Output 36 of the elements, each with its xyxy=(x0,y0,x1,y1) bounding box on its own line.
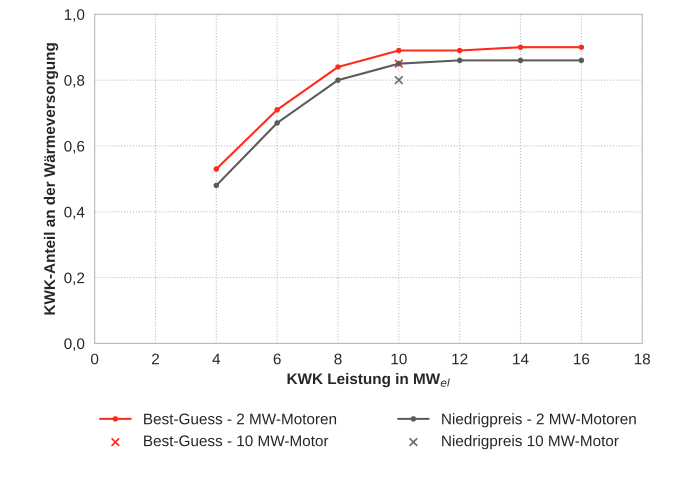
point xyxy=(518,58,524,64)
x-tick-label: 18 xyxy=(634,354,650,364)
point xyxy=(396,48,402,54)
x-tick-label: 8 xyxy=(334,354,342,364)
y-axis-title: KWK-Anteil an der Wärmeversorgung xyxy=(44,43,58,315)
x-tick-label: 14 xyxy=(513,354,529,364)
y-tick-label: 0,2 xyxy=(64,272,84,286)
point xyxy=(214,182,220,188)
y-tick-label: 0,0 xyxy=(64,338,84,351)
point xyxy=(456,48,462,54)
legend-label: Niedrigpreis - 2 MW-Motoren xyxy=(442,413,636,428)
y-tick-label: 1,0 xyxy=(64,9,84,22)
x-tick-label: 2 xyxy=(152,354,159,364)
point xyxy=(518,44,524,50)
point xyxy=(274,120,280,126)
x-axis-title: KWK Leistung in MW$_{el}$ xyxy=(288,372,450,388)
point xyxy=(335,64,341,70)
x-tick-label: 4 xyxy=(212,354,220,364)
legend-label: Best-Guess - 2 MW-Motoren xyxy=(144,414,336,424)
x-tick-label: 0 xyxy=(90,354,98,364)
point xyxy=(578,58,584,64)
point xyxy=(335,77,341,83)
x-tick-label: 16 xyxy=(574,354,590,364)
legend-label: Niedrigpreis 10 MW-Motor xyxy=(442,435,619,450)
point xyxy=(274,106,280,113)
point xyxy=(456,58,462,64)
x-tick-label: 10 xyxy=(392,354,407,364)
y-tick-label: 0,6 xyxy=(64,140,84,154)
x-tick-label: 12 xyxy=(452,354,468,364)
y-tick-label: 0,4 xyxy=(64,206,84,220)
point xyxy=(394,75,404,85)
legend-label: Best-Guess - 10 MW-Motor xyxy=(144,435,328,446)
x-tick-label: 6 xyxy=(274,354,281,364)
point xyxy=(578,44,584,50)
point xyxy=(214,166,220,172)
y-tick-label: 0,8 xyxy=(64,75,84,88)
